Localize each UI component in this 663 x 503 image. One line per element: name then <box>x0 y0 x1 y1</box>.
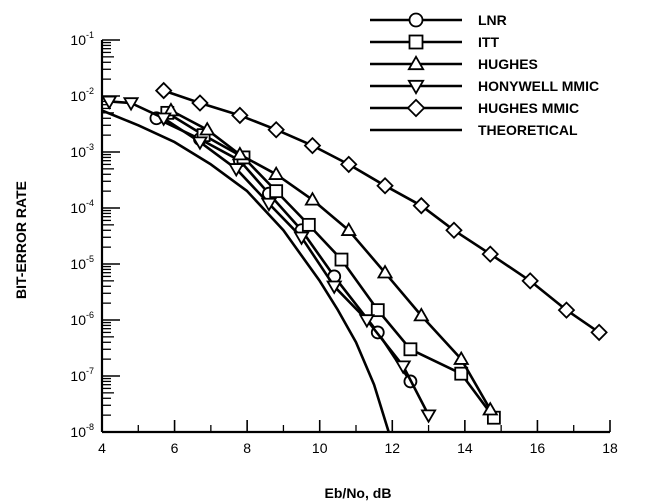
series-line <box>166 111 495 419</box>
marker-triangle-down <box>395 360 412 375</box>
marker-triangle-down <box>407 79 425 95</box>
marker-square <box>301 217 316 232</box>
marker-square <box>269 184 284 199</box>
y-tick-label: 10-1 <box>70 30 94 48</box>
series-line <box>155 117 412 383</box>
y-axis-label: BIT-ERROR RATE <box>13 181 29 299</box>
x-tick-label: 12 <box>384 440 400 456</box>
series-line <box>101 109 390 433</box>
legend-label: THEORETICAL <box>478 122 578 138</box>
marker-diamond <box>590 323 608 342</box>
legend-label: HONYWELL MMIC <box>478 78 599 94</box>
marker-triangle-up <box>199 121 216 136</box>
legend-label: HUGHES MMIC <box>478 100 579 116</box>
marker-triangle-up <box>304 191 321 206</box>
marker-diamond <box>521 272 539 290</box>
legend-label: ITT <box>478 34 499 50</box>
legend-item: LNR <box>370 12 507 28</box>
marker-triangle-down <box>326 280 343 295</box>
marker-diamond <box>303 136 322 155</box>
series-hughes-mmic <box>154 81 608 342</box>
series-line <box>109 100 430 416</box>
legend: LNR ITT HUGHES HONYWELL MMIC HUGHES MMIC THEO… <box>370 12 599 138</box>
marker-triangle-down <box>122 97 140 112</box>
marker-diamond <box>557 301 576 319</box>
legend-item: HUGHES <box>370 55 538 72</box>
marker-diamond <box>231 106 249 125</box>
marker-diamond <box>412 196 431 215</box>
legend-item: HUGHES MMIC <box>370 98 579 118</box>
y-tick-label: 10-2 <box>70 86 94 104</box>
marker-square <box>334 252 349 267</box>
marker-diamond <box>154 81 173 100</box>
marker-triangle-down <box>228 163 245 178</box>
marker-triangle-down <box>155 112 172 127</box>
marker-diamond <box>406 98 426 118</box>
marker-triangle-up <box>162 102 180 117</box>
x-tick-label: 6 <box>171 440 179 456</box>
series-theoretical <box>101 109 390 433</box>
series-lnr <box>149 111 418 389</box>
legend-label: HUGHES <box>478 56 538 72</box>
y-tick-label: 10-4 <box>70 198 94 216</box>
x-axis-label: Eb/No, dB <box>325 485 392 501</box>
marker-diamond <box>481 245 500 263</box>
y-tick-label: 10-3 <box>70 142 94 160</box>
marker-diamond <box>191 94 209 112</box>
axes: 10-1 10-2 10-3 10-4 10-5 10-6 10-7 10-84 6 8 10 12 1… <box>70 30 618 456</box>
marker-square <box>403 342 418 357</box>
x-tick-label: 8 <box>243 440 251 456</box>
marker-triangle-up <box>482 401 499 416</box>
marker-triangle-down <box>293 231 310 246</box>
marker-square <box>454 366 469 381</box>
marker-triangle-up <box>268 165 285 180</box>
series-hughes <box>162 102 499 416</box>
y-tick-label: 10-6 <box>70 310 94 328</box>
marker-triangle-up <box>340 221 357 236</box>
legend-label: LNR <box>478 12 507 28</box>
marker-triangle-up <box>453 350 470 365</box>
marker-triangle-down <box>191 136 209 151</box>
marker-diamond <box>267 120 285 139</box>
series-honywell-mmic <box>101 95 437 424</box>
marker-diamond <box>445 221 463 240</box>
marker-diamond <box>339 155 358 174</box>
legend-item: ITT <box>370 34 499 50</box>
series-line <box>170 109 492 411</box>
marker-triangle-up <box>231 146 249 161</box>
marker-triangle-down <box>358 314 376 329</box>
marker-diamond <box>376 176 394 195</box>
y-tick-label: 10-7 <box>70 366 94 384</box>
x-tick-label: 14 <box>457 440 473 456</box>
x-tick-label: 18 <box>602 440 618 456</box>
marker-circle <box>408 12 424 28</box>
x-tick-label: 16 <box>530 440 546 456</box>
marker-triangle-up <box>413 307 430 322</box>
legend-item: THEORETICAL <box>370 122 578 138</box>
x-tick-label: 10 <box>312 440 328 456</box>
marker-square <box>370 303 385 318</box>
marker-triangle-down <box>260 197 278 212</box>
marker-triangle-down <box>101 95 118 110</box>
y-tick-label: 10-5 <box>70 254 94 272</box>
x-tick-label: 4 <box>98 440 106 456</box>
legend-item: HONYWELL MMIC <box>370 78 599 95</box>
series-layer <box>101 81 608 433</box>
y-tick-label: 10-8 <box>70 422 94 440</box>
marker-triangle-up <box>407 55 425 71</box>
marker-triangle-up <box>376 264 394 279</box>
marker-square <box>408 34 424 50</box>
marker-triangle-down <box>420 409 437 424</box>
